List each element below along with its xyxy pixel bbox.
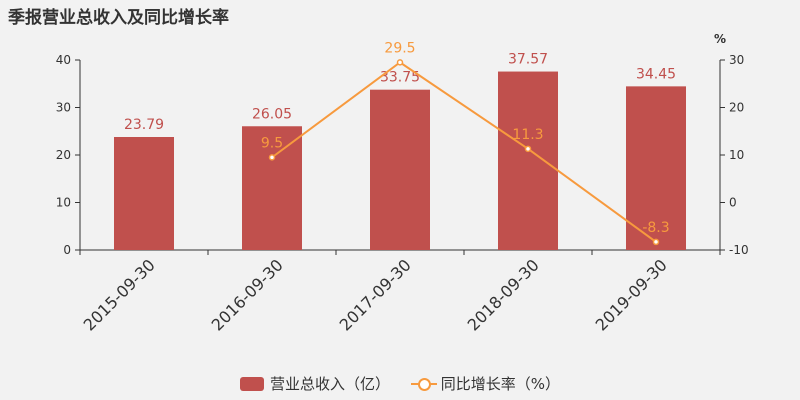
legend-label-revenue: 营业总收入（亿） (269, 375, 390, 393)
revenue-bar (242, 126, 302, 250)
revenue-bar (370, 89, 430, 250)
legend-bar-swatch (239, 376, 264, 391)
revenue-bar (114, 136, 174, 250)
right-tick-label: 10 (729, 148, 744, 162)
growth-point-label: 29.5 (384, 40, 415, 56)
legend-item-growth[interactable]: 同比增长率（%） (410, 373, 561, 394)
growth-point-label: 11.3 (512, 127, 543, 143)
growth-point (652, 238, 660, 246)
growth-point-label: -8.3 (642, 220, 669, 236)
growth-line (271, 61, 657, 243)
x-tick-label: 2019-09-30 (592, 255, 671, 334)
left-tick-label: 0 (63, 243, 71, 257)
legend-line-swatch (410, 377, 437, 391)
legend-label-growth: 同比增长率（%） (440, 375, 561, 393)
growth-point (524, 145, 532, 153)
revenue-bar-label: 23.79 (124, 117, 164, 133)
growth-point-label: 9.5 (261, 135, 283, 151)
x-tick-label: 2018-09-30 (464, 255, 543, 334)
right-tick-label: -10 (729, 243, 749, 257)
right-tick-label: 20 (729, 101, 744, 115)
revenue-bar-label: 26.05 (252, 106, 292, 122)
left-tick-label: 20 (56, 148, 71, 162)
x-tick-label: 2017-09-30 (336, 255, 415, 334)
x-tick-label: 2015-09-30 (80, 255, 159, 334)
right-tick-label: 0 (729, 196, 737, 210)
left-tick-label: 30 (56, 101, 71, 115)
growth-point (268, 154, 276, 161)
growth-point (396, 59, 404, 66)
chart-title: 季报营业总收入及同比增长率 (8, 8, 229, 28)
revenue-bar (498, 71, 558, 250)
left-tick-label: 40 (56, 53, 71, 67)
revenue-bar (626, 86, 686, 250)
legend-item-revenue[interactable]: 营业总收入（亿） (239, 373, 390, 394)
revenue-bar-label: 37.57 (508, 52, 548, 68)
revenue-bar-label: 33.75 (380, 70, 420, 86)
legend: 营业总收入（亿） 同比增长率（%） (0, 373, 800, 395)
right-axis-unit: % (714, 32, 726, 46)
right-tick-label: 30 (729, 53, 744, 67)
left-tick-label: 10 (56, 196, 71, 210)
x-tick-label: 2016-09-30 (208, 255, 287, 334)
revenue-bar-label: 34.45 (636, 66, 676, 82)
